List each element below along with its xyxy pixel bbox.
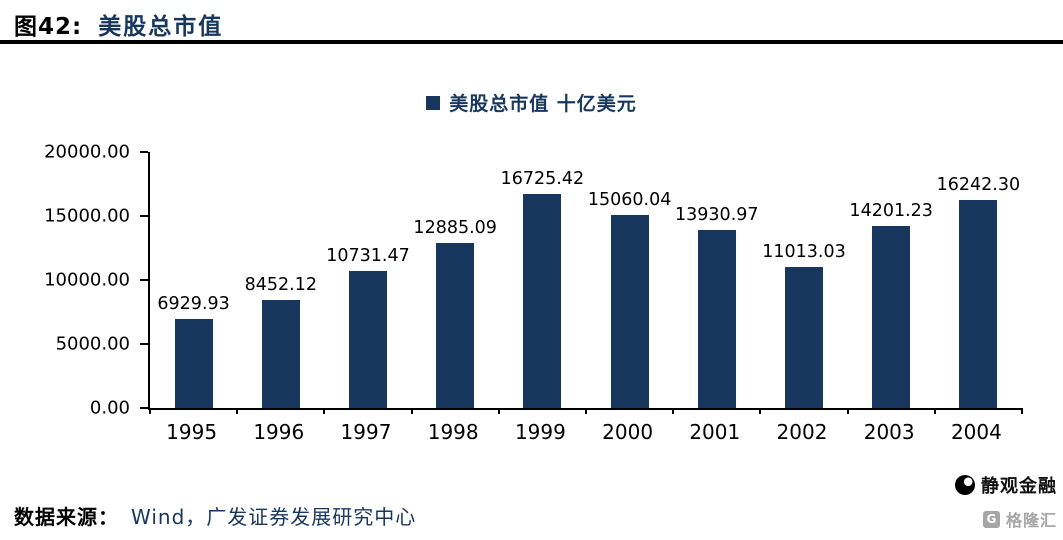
figure-header: 图42: 美股总市值 [14, 7, 223, 41]
bar-1995 [174, 319, 213, 408]
bar-column: 12885.09 [412, 152, 499, 408]
x-axis: 1995 1996 1997 1998 1999 2000 2001 2002 2003 2004 [148, 420, 1020, 450]
y-axis-label: 5000.00 [55, 333, 130, 355]
x-axis-label: 1995 [166, 420, 218, 444]
x-axis-tick [585, 408, 587, 414]
bar-2002 [784, 267, 823, 408]
chart-legend: 美股总市值 十亿美元 [0, 89, 1063, 116]
x-axis-tick [759, 408, 762, 414]
bar-value-label: 10731.47 [326, 246, 410, 266]
bar-2000 [610, 215, 649, 408]
y-axis-label: 10000.00 [44, 269, 130, 291]
bar-column: 15060.04 [586, 152, 673, 408]
y-axis-tick [140, 215, 148, 217]
legend-label: 美股总市值 十亿美元 [449, 93, 637, 115]
account-name: 静观金融 [981, 476, 1057, 497]
bar-1998 [436, 243, 475, 408]
source-label: 数据来源： [14, 505, 119, 529]
x-axis-label: 1997 [340, 420, 392, 444]
x-axis-tick [410, 408, 413, 414]
bar-column: 6929.93 [150, 152, 237, 408]
platform-name: 格隆汇 [1005, 511, 1057, 530]
header-divider [0, 40, 1063, 44]
bar-value-label: 12885.09 [413, 218, 497, 238]
x-axis-tick [1021, 408, 1023, 414]
x-axis-label: 2002 [776, 420, 828, 444]
bar-value-label: 15060.04 [587, 190, 672, 210]
figure-number: 图42: [14, 14, 83, 40]
bar-value-label: 8452.12 [244, 275, 317, 295]
x-axis-label: 2000 [602, 420, 654, 444]
x-axis-label: 2003 [863, 420, 915, 444]
bar-column: 13930.97 [673, 152, 760, 408]
bar-value-label: 11013.03 [762, 242, 846, 262]
x-axis-label: 1996 [253, 420, 305, 444]
bar-2003 [872, 226, 911, 408]
y-axis: 20000.00 15000.00 10000.00 5000.00 0.00 [0, 142, 148, 419]
x-axis-label: 2004 [950, 420, 1002, 444]
x-axis-label: 1999 [514, 420, 566, 444]
legend-swatch [426, 95, 441, 110]
watermark: 静观金融 G 格隆汇 [955, 472, 1057, 531]
x-axis-label: 1998 [427, 420, 479, 444]
bar-column: 11013.03 [760, 152, 847, 408]
plot-area: 6929.93 8452.12 10731.47 12885.09 16725.42 15… [148, 152, 1023, 414]
x-axis-tick [933, 408, 936, 414]
y-axis-tick [140, 407, 148, 409]
bar-value-label: 6929.93 [157, 294, 230, 314]
bar-value-label: 16725.42 [500, 169, 585, 189]
figure-title: 美股总市值 [98, 14, 224, 40]
bar-column: 16242.30 [935, 152, 1022, 408]
bar-column: 10731.47 [324, 152, 411, 408]
y-axis-tick [140, 279, 148, 281]
gelonghui-logo-icon: G [982, 510, 1000, 528]
bar-value-label: 13930.97 [675, 205, 759, 225]
x-axis-tick [672, 408, 675, 414]
bar-column: 14201.23 [848, 152, 935, 408]
bar-2004 [959, 200, 998, 408]
x-axis-tick [149, 408, 151, 414]
source-note: 数据来源： Wind，广发证券发展研究中心 [14, 501, 416, 530]
bar-column: 16725.42 [499, 152, 586, 408]
bar-2001 [697, 230, 736, 408]
bar-column: 8452.12 [237, 152, 324, 408]
y-axis-tick [140, 151, 148, 153]
x-axis-tick [323, 408, 326, 414]
y-axis-label: 20000.00 [44, 141, 130, 163]
bar-1997 [348, 271, 387, 408]
account-logo-icon [955, 475, 975, 495]
watermark-platform: G 格隆汇 [982, 507, 1057, 531]
bar-1996 [261, 300, 300, 408]
y-axis-tick [140, 343, 148, 345]
x-axis-label: 2001 [689, 420, 741, 444]
x-axis-tick [846, 408, 849, 414]
bar-value-label: 14201.23 [849, 201, 933, 221]
y-axis-label: 0.00 [89, 397, 130, 419]
watermark-account: 静观金融 [955, 472, 1057, 498]
bar-1999 [523, 194, 562, 408]
x-axis-tick [497, 408, 500, 414]
source-text: Wind，广发证券发展研究中心 [131, 505, 417, 529]
y-axis-label: 15000.00 [44, 205, 130, 227]
bar-value-label: 16242.30 [936, 175, 1021, 195]
x-axis-tick [236, 408, 239, 414]
